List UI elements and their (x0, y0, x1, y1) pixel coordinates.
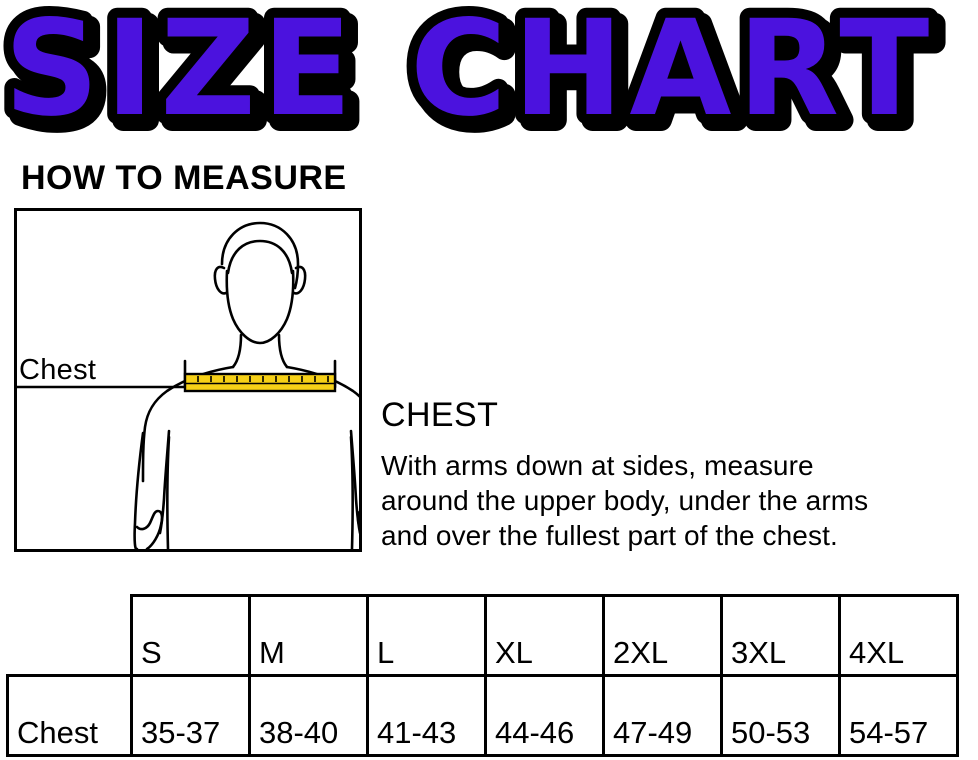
hairline-icon (226, 239, 294, 275)
header-cell-2xl: 2XL (602, 594, 723, 677)
header-cell-xl: XL (484, 594, 605, 677)
neck-right-icon (277, 333, 289, 369)
cell-chest-m: 38-40 (248, 674, 369, 757)
page-title-banner: SIZE CHART SIZE CHART SIZE CHART (0, 0, 978, 150)
torso-left-icon (166, 435, 171, 549)
cell-chest-2xl: 47-49 (602, 674, 723, 757)
header-cell-s: S (130, 594, 251, 677)
header-cell-4xl: 4XL (838, 594, 959, 677)
cell-chest-xl: 44-46 (484, 674, 605, 757)
header-cell-l: L (366, 594, 487, 677)
left-ear-icon (213, 265, 228, 295)
header-cell-m: M (248, 594, 369, 677)
size-chart-table: S M L XL 2XL 3XL 4XL Chest 35-37 38-40 4… (6, 594, 959, 757)
measurement-illustration-box (14, 208, 362, 552)
table-header-row: S M L XL 2XL 3XL 4XL (8, 594, 959, 677)
torso-right-icon (349, 435, 354, 549)
chest-description-text: With arms down at sides, measure around … (381, 448, 971, 553)
how-to-measure-heading: HOW TO MEASURE (21, 159, 347, 197)
cell-chest-l: 41-43 (366, 674, 487, 757)
table-row: Chest 35-37 38-40 41-43 44-46 47-49 50-5… (6, 674, 959, 757)
header-cell-3xl: 3XL (720, 594, 841, 677)
male-torso-figure (17, 221, 359, 549)
size-table-container: S M L XL 2XL 3XL 4XL Chest 35-37 38-40 4… (0, 594, 978, 760)
description-line-2: around the upper body, under the arms (381, 485, 869, 516)
title-fill-layer: SIZE CHART (4, 0, 935, 146)
chest-description-title: CHEST (381, 396, 499, 434)
left-hand-icon (135, 509, 164, 549)
chest-description-block: CHEST With arms down at sides, measure a… (381, 396, 971, 553)
title-shadow-layer: SIZE CHART (10, 0, 941, 150)
header-cell-blank (8, 596, 132, 676)
jaw-icon (225, 269, 295, 345)
description-line-3: and over the fullest part of the chest. (381, 520, 838, 551)
neck-left-icon (231, 333, 243, 369)
head-top-icon (220, 221, 300, 290)
size-chart-title-art: SIZE CHART SIZE CHART SIZE CHART (0, 0, 946, 150)
left-arm-outer-icon (133, 431, 145, 549)
description-line-1: With arms down at sides, measure (381, 450, 814, 481)
cell-chest-4xl: 54-57 (838, 674, 959, 757)
cell-chest-3xl: 50-53 (720, 674, 841, 757)
measuring-tape-icon (183, 372, 337, 393)
row-label-chest: Chest (6, 674, 133, 757)
title-outline-layer: SIZE CHART (4, 0, 935, 146)
cell-chest-s: 35-37 (130, 674, 251, 757)
chest-measurement-label: Chest (19, 354, 97, 386)
right-ear-icon (292, 265, 307, 295)
